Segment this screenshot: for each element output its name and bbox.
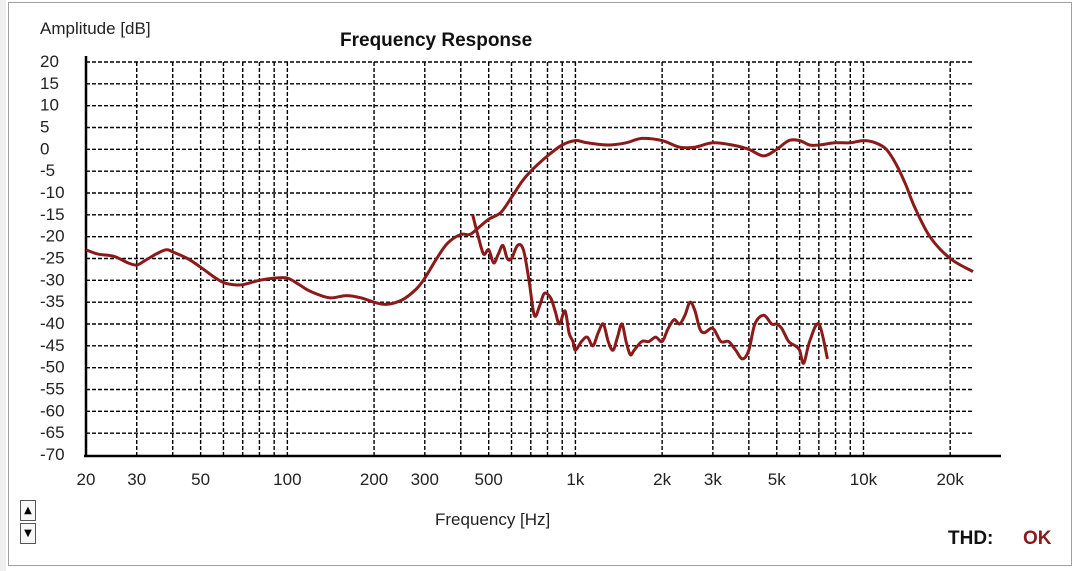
- y-tick-label: 0: [40, 139, 49, 158]
- x-tick-label: 5k: [768, 470, 786, 489]
- y-tick-label: -5: [40, 161, 55, 180]
- data-series: [85, 136, 974, 365]
- x-tick-label: 50: [191, 470, 210, 489]
- grid-lines: [86, 61, 973, 455]
- series-line-2: [471, 214, 829, 365]
- x-tick-label: 10k: [850, 470, 878, 489]
- x-tick-label: 20: [77, 470, 96, 489]
- y-tick-label: -50: [40, 358, 65, 377]
- spin-control: ▲ ▼: [20, 500, 36, 546]
- y-tick-label: 15: [40, 74, 59, 93]
- y-tick-label: -35: [40, 292, 65, 311]
- y-tick-label: 20: [40, 52, 59, 71]
- y-tick-label: -70: [40, 445, 65, 464]
- x-tick-labels: 20 30 50 100 200 300 500 1k 2k 3k 5k 10k 20k: [77, 470, 965, 489]
- x-tick-label: 30: [127, 470, 146, 489]
- x-tick-label: 300: [411, 470, 439, 489]
- x-tick-label: 500: [475, 470, 503, 489]
- y-tick-label: -45: [40, 336, 65, 355]
- y-tick-label: -15: [40, 205, 65, 224]
- x-tick-label: 20k: [936, 470, 964, 489]
- chart-title: Frequency Response: [340, 30, 532, 51]
- x-tick-label: 200: [360, 470, 388, 489]
- y-tick-label: 10: [40, 96, 59, 115]
- chart-panel: [8, 2, 1072, 566]
- x-tick-label: 3k: [704, 470, 722, 489]
- spin-down-button[interactable]: ▼: [20, 523, 36, 544]
- series-line-1: [85, 136, 974, 306]
- y-tick-label: -55: [40, 380, 65, 399]
- y-tick-label: -25: [40, 249, 65, 268]
- thd-value: OK: [1023, 528, 1052, 549]
- y-tick-label: -20: [40, 227, 65, 246]
- y-tick-label: -65: [40, 423, 65, 442]
- axes: [84, 56, 1001, 458]
- thd-label: THD:: [948, 528, 993, 549]
- y-tick-label: -10: [40, 183, 65, 202]
- y-tick-label: -60: [40, 401, 65, 420]
- y-tick-labels: 20 15 10 5 0 -5 -10 -15 -20 -25 -30 -35 -40 -45 -50 -55…: [40, 52, 65, 464]
- x-tick-label: 2k: [653, 470, 671, 489]
- x-tick-label: 100: [273, 470, 301, 489]
- spin-up-button[interactable]: ▲: [20, 500, 36, 521]
- x-tick-label: 1k: [566, 470, 584, 489]
- y-tick-label: -40: [40, 314, 65, 333]
- y-axis-label: Amplitude [dB]: [40, 19, 151, 38]
- window-left-edge: [0, 0, 6, 571]
- y-tick-label: 5: [40, 118, 49, 137]
- y-tick-label: -30: [40, 270, 65, 289]
- x-axis-label: Frequency [Hz]: [435, 510, 550, 529]
